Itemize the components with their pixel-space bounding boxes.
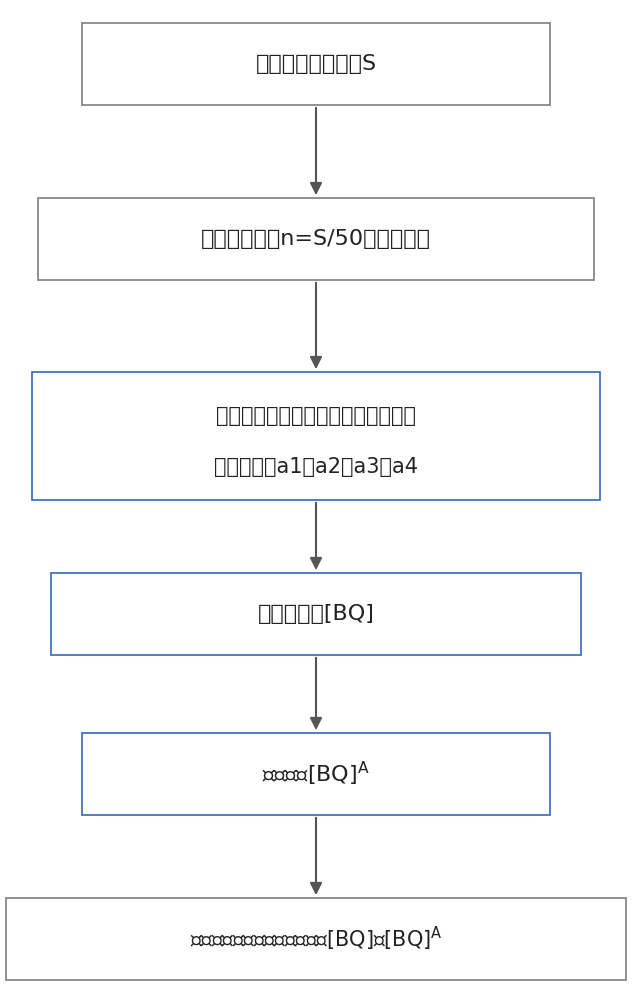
FancyBboxPatch shape xyxy=(32,372,600,500)
Text: 各分区权重a1，a2，a3，a4: 各分区权重a1，a2，a3，a4 xyxy=(214,457,418,477)
Text: 数值模拟分析，利用强度折减法确定: 数值模拟分析，利用强度折减法确定 xyxy=(216,406,416,426)
Text: 加权得到[BQ]$^{\mathsf{A}}$: 加权得到[BQ]$^{\mathsf{A}}$ xyxy=(262,760,370,788)
Text: 获取隧道断面大小S: 获取隧道断面大小S xyxy=(255,54,377,74)
Text: 确定划分块数n=S/50，划分分区: 确定划分块数n=S/50，划分分区 xyxy=(201,229,431,249)
Text: 计算各分区[BQ]: 计算各分区[BQ] xyxy=(258,604,374,624)
FancyBboxPatch shape xyxy=(82,733,550,815)
FancyBboxPatch shape xyxy=(38,198,594,280)
FancyBboxPatch shape xyxy=(6,898,626,980)
FancyBboxPatch shape xyxy=(51,573,581,655)
FancyBboxPatch shape xyxy=(82,23,550,105)
Text: 完成掌子面素描，标注各分区[BQ]及[BQ]$^{\mathsf{A}}$: 完成掌子面素描，标注各分区[BQ]及[BQ]$^{\mathsf{A}}$ xyxy=(190,925,442,953)
